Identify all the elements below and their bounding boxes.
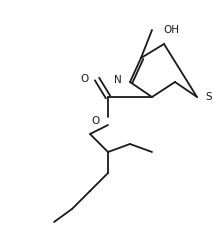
- Text: O: O: [92, 116, 100, 126]
- Text: O: O: [81, 74, 89, 84]
- Text: S: S: [205, 92, 212, 102]
- Text: N: N: [114, 75, 122, 85]
- Text: OH: OH: [163, 25, 179, 35]
